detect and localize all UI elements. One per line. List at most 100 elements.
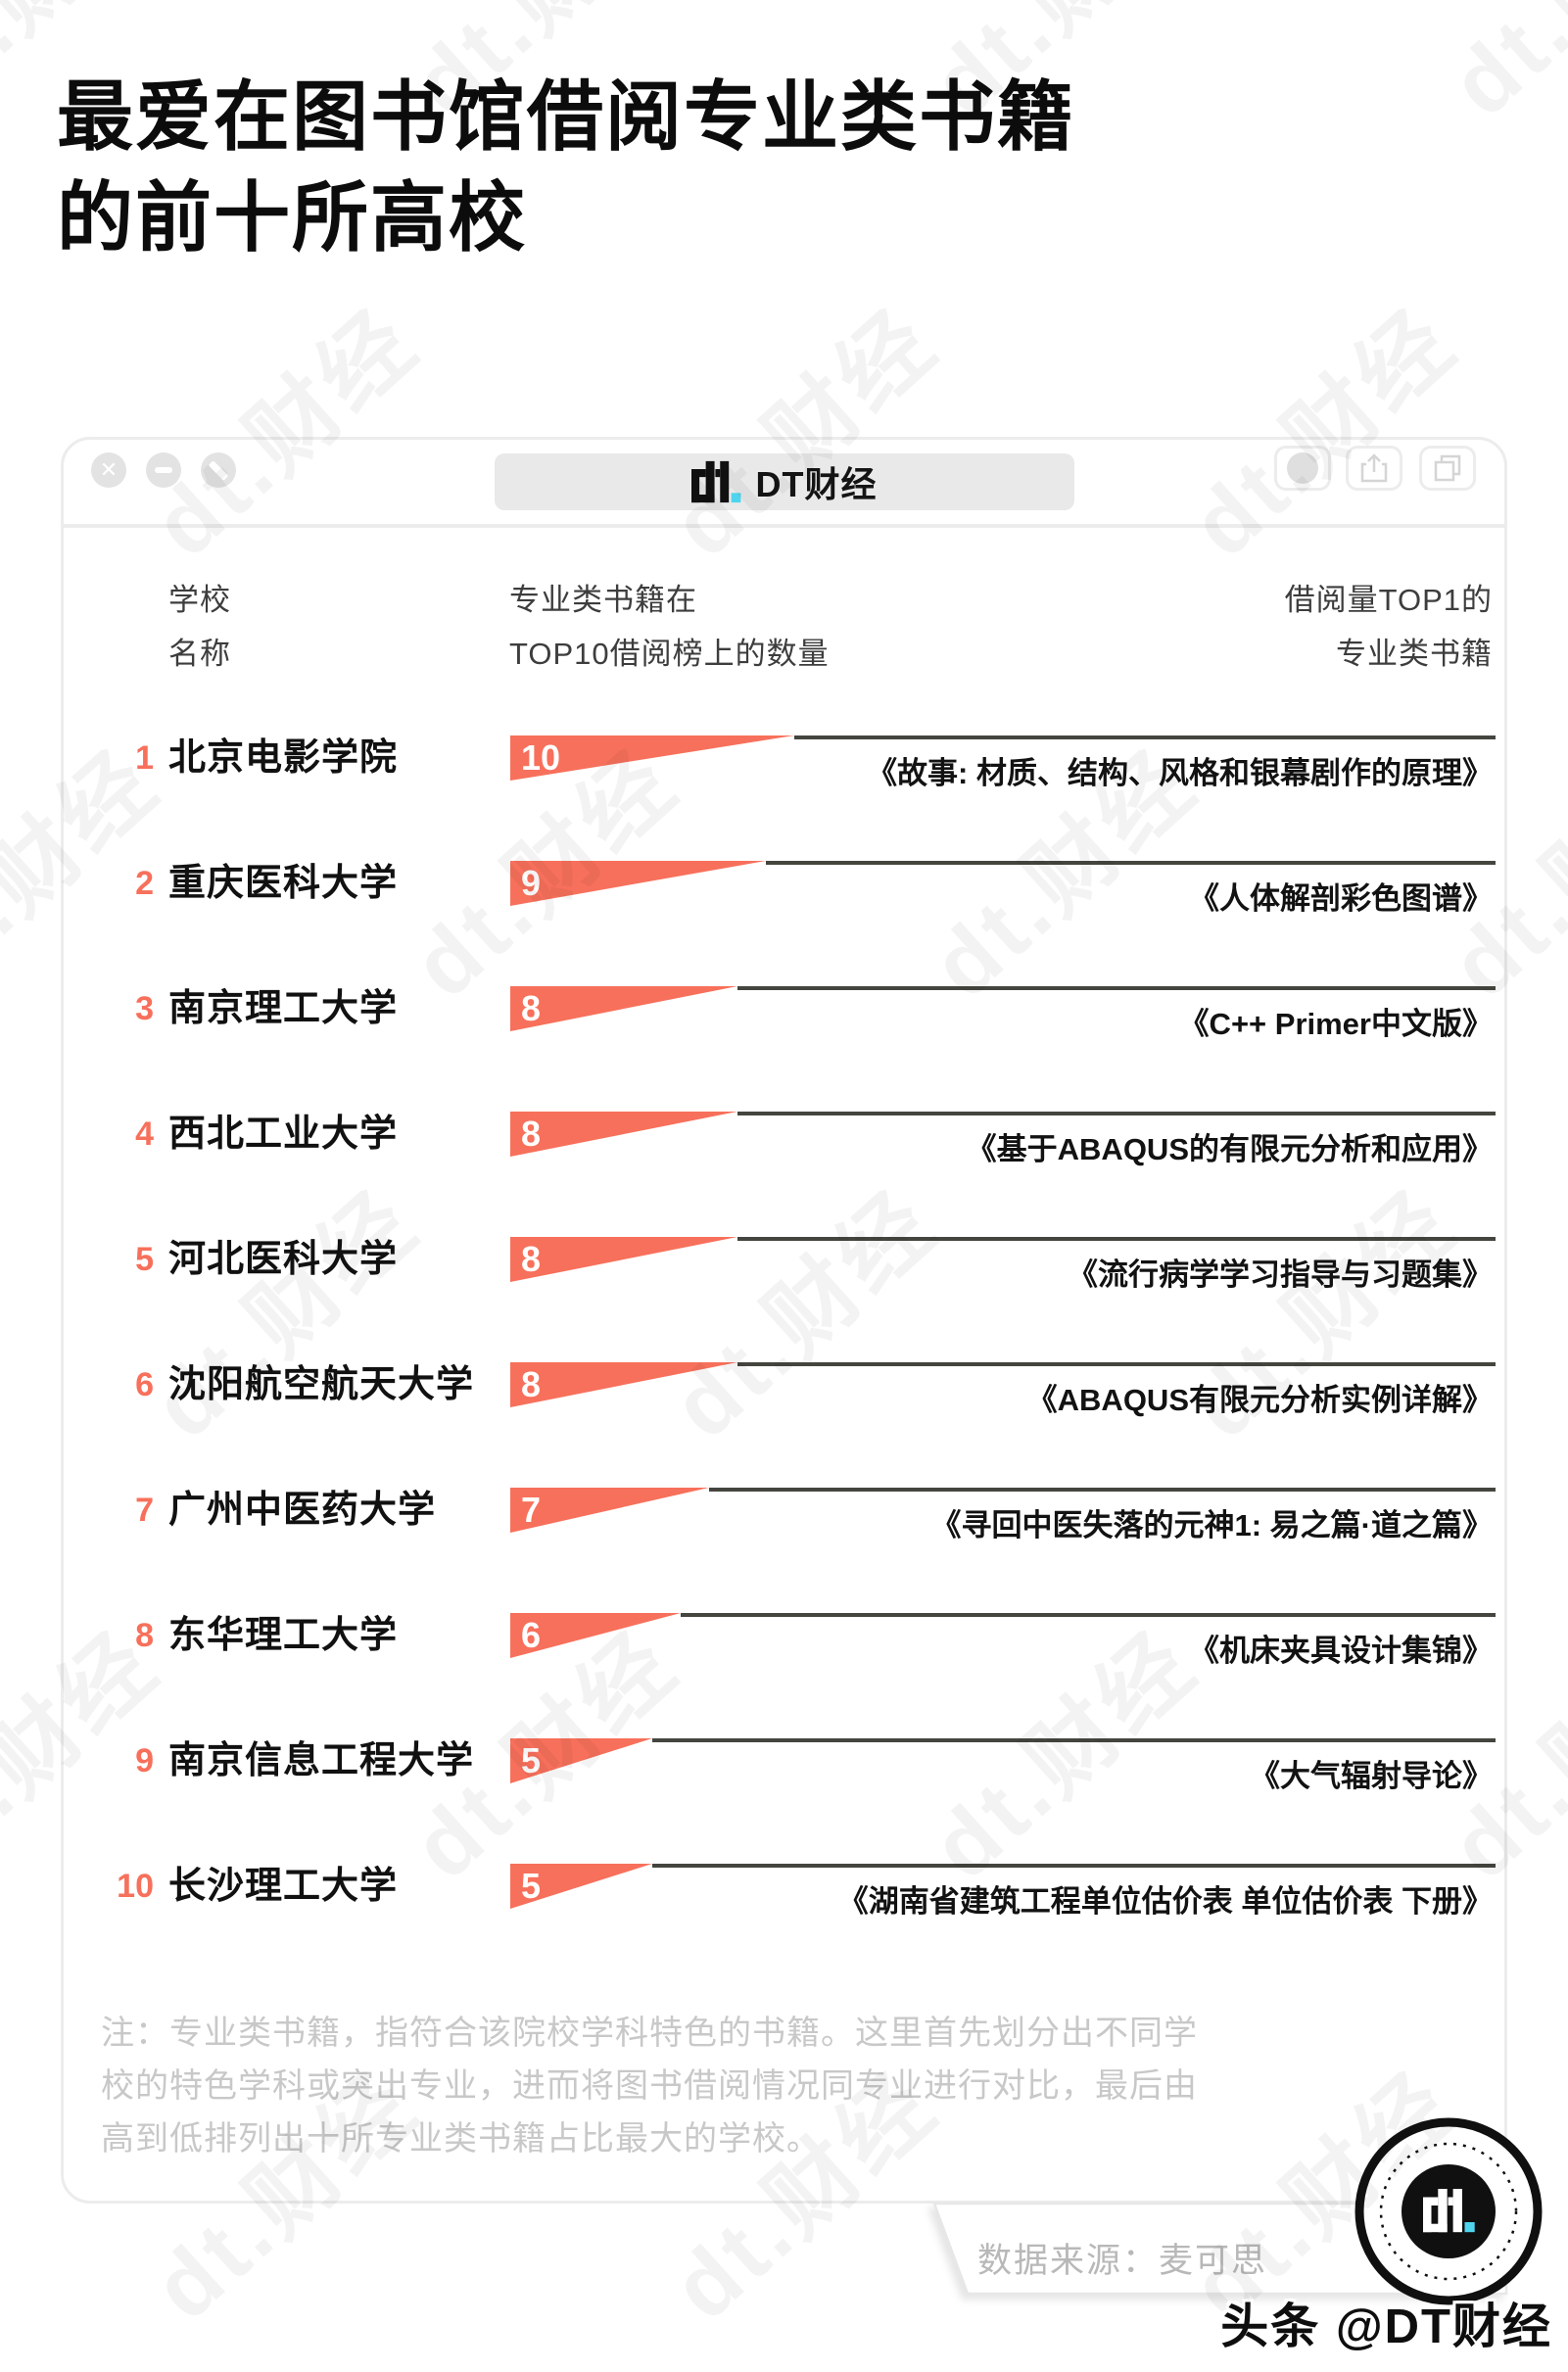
rank-label: 9: [135, 1742, 154, 1779]
count-value: 9: [521, 863, 542, 903]
titlebar-divider: [64, 524, 1504, 528]
dt-logo-icon: [690, 460, 740, 503]
badge-inner-circle: [1402, 2164, 1496, 2258]
school-name: 长沙理工大学: [168, 1866, 399, 1907]
rank-label: 5: [135, 1241, 154, 1278]
top-book-title: 《人体解剖彩色图谱》: [1189, 881, 1493, 916]
top-book-title: 《基于ABAQUS的有限元分析和应用》: [966, 1132, 1493, 1166]
rank-label: 7: [135, 1492, 154, 1529]
minimize-icon: [155, 467, 172, 473]
badge-dt-logo-icon: [1423, 2189, 1475, 2233]
top-book-title: 《C++ Primer中文版》: [1178, 1007, 1493, 1041]
count-bar: [510, 735, 794, 781]
rank-label: 8: [135, 1617, 154, 1654]
row-line: [652, 1864, 1496, 1868]
school-name: 东华理工大学: [168, 1615, 399, 1656]
column-header-school-line2: 名称: [168, 637, 231, 671]
table-row: 3 南京理工大学 8 《C++ Primer中文版》: [64, 986, 1504, 1084]
count-bar: [510, 1237, 737, 1282]
brand-name: DT财经: [755, 464, 878, 504]
window-titlebar: ✕ DT财经: [64, 440, 1504, 524]
count-bar: [510, 1112, 737, 1157]
row-line: [794, 735, 1496, 739]
row-line: [709, 1488, 1496, 1492]
table-row: 5 河北医科大学 8 《流行病学学习指导与习题集》: [64, 1237, 1504, 1335]
table-row: 9 南京信息工程大学 5 《大气辐射导论》: [64, 1738, 1504, 1836]
count-value: 5: [521, 1740, 542, 1780]
footnote: 注：专业类书籍，指符合该院校学科特色的书籍。这里首先划分出不同学 校的特色学科或…: [101, 2007, 1198, 2165]
table-row: 4 西北工业大学 8 《基于ABAQUS的有限元分析和应用》: [64, 1112, 1504, 1210]
rows: 1 北京电影学院 10 《故事: 材质、结构、风格和银幕剧作的原理》 2 重庆医科大学 9 《…: [64, 735, 1504, 1989]
table-row: 10 长沙理工大学 5 《湖南省建筑工程单位估价表 单位估价表 下册》: [64, 1864, 1504, 1962]
column-header-school-line1: 学校: [168, 583, 231, 617]
top-book-title: 《流行病学学习指导与习题集》: [1068, 1257, 1493, 1292]
top-book-title: 《ABAQUS有限元分析实例详解》: [1026, 1383, 1493, 1417]
close-button[interactable]: ✕: [91, 452, 126, 488]
browser-window-card: ✕ DT财经: [61, 437, 1507, 2204]
minimize-button[interactable]: [146, 452, 181, 488]
top-book-title: 《故事: 材质、结构、风格和银幕剧作的原理》: [867, 756, 1493, 790]
column-header-book: 借阅量TOP1的 专业类书籍: [1285, 573, 1493, 681]
badge-dotted-ring: [1379, 2142, 1518, 2281]
rank-label: 4: [135, 1115, 154, 1153]
school-name: 河北医科大学: [168, 1239, 399, 1280]
copy-icon: [1434, 454, 1461, 482]
school-name: 西北工业大学: [168, 1114, 399, 1155]
table-row: 8 东华理工大学 6 《机床夹具设计集锦》: [64, 1613, 1504, 1711]
top-book-title: 《机床夹具设计集锦》: [1189, 1634, 1493, 1668]
count-bar: [510, 861, 766, 906]
watermark-text: dt.财经: [1417, 0, 1568, 140]
count-bar: [510, 986, 737, 1031]
duplicate-button[interactable]: [1419, 446, 1476, 491]
column-header-school: 学校 名称: [168, 573, 231, 681]
row-line: [737, 986, 1496, 990]
rank-label: 2: [135, 865, 154, 902]
count-value: 10: [521, 737, 561, 778]
record-button[interactable]: [1274, 446, 1331, 491]
count-value: 8: [521, 1114, 542, 1154]
count-value: 8: [521, 1364, 542, 1404]
footnote-line2: 校的特色学科或突出专业，进而将图书借阅情况同专业进行对比，最后由: [101, 2067, 1198, 2105]
page-title: 最爱在图书馆借阅专业类书籍 的前十所高校: [57, 67, 1075, 268]
count-bar: [510, 1613, 681, 1658]
rank-label: 10: [117, 1868, 154, 1905]
column-header-book-line2: 专业类书籍: [1336, 637, 1493, 671]
column-header-book-line1: 借阅量TOP1的: [1284, 583, 1493, 617]
count-value: 7: [521, 1490, 542, 1530]
top-book-title: 《寻回中医失落的元神1: 易之篇·道之篇》: [930, 1508, 1494, 1542]
record-icon: [1287, 452, 1318, 484]
share-icon: [1360, 453, 1388, 483]
rank-label: 6: [135, 1366, 154, 1403]
count-value: 5: [521, 1866, 542, 1906]
count-bar: [510, 1738, 652, 1783]
diagonal-slash-icon: [208, 459, 229, 481]
table-row: 6 沈阳航空航天大学 8 《ABAQUS有限元分析实例详解》: [64, 1362, 1504, 1460]
toutiao-handle: 头条 @DT财经: [1220, 2301, 1552, 2353]
footnote-line3: 高到低排列出十所专业类书籍占比最大的学校。: [101, 2120, 821, 2158]
row-line: [737, 1237, 1496, 1241]
zoom-button[interactable]: [201, 452, 236, 488]
address-pill[interactable]: DT财经: [494, 453, 1074, 510]
count-value: 8: [521, 988, 542, 1028]
page-title-line2: 的前十所高校: [57, 174, 528, 261]
count-value: 8: [521, 1239, 542, 1279]
table-row: 2 重庆医科大学 9 《人体解剖彩色图谱》: [64, 861, 1504, 959]
school-name: 广州中医药大学: [168, 1490, 437, 1531]
row-line: [737, 1362, 1496, 1366]
share-button[interactable]: [1346, 446, 1402, 491]
column-header-count-line2: TOP10借阅榜上的数量: [509, 637, 830, 671]
row-line: [681, 1613, 1496, 1617]
table-row: 1 北京电影学院 10 《故事: 材质、结构、风格和银幕剧作的原理》: [64, 735, 1504, 833]
close-icon: ✕: [99, 457, 119, 482]
school-name: 南京理工大学: [168, 988, 399, 1029]
school-name: 重庆医科大学: [168, 863, 399, 904]
count-bar: [510, 1362, 737, 1407]
school-name: 南京信息工程大学: [168, 1740, 475, 1781]
school-name: 沈阳航空航天大学: [168, 1364, 475, 1405]
column-header-count-line1: 专业类书籍在: [509, 583, 697, 617]
top-book-title: 《湖南省建筑工程单位估价表 单位估价表 下册》: [837, 1884, 1493, 1919]
rank-label: 3: [135, 990, 154, 1027]
school-name: 北京电影学院: [168, 737, 399, 779]
rank-label: 1: [135, 739, 154, 777]
